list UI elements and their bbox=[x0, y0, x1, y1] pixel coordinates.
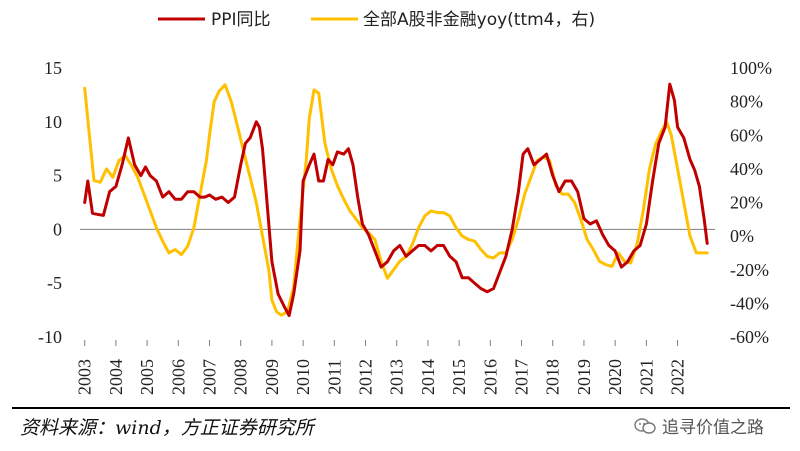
x-tick-label: 2012 bbox=[356, 359, 376, 395]
x-tick-label: 2008 bbox=[231, 359, 251, 395]
wechat-icon bbox=[634, 417, 656, 434]
y-right-tick-label: 80% bbox=[730, 92, 763, 112]
y-left-tick-label: 15 bbox=[44, 58, 62, 78]
y-left-tick-label: -5 bbox=[47, 273, 62, 293]
source-divider bbox=[12, 407, 790, 409]
plot-lines bbox=[83, 82, 709, 317]
source-note: 资料来源：wind，方正证券研究所 bbox=[20, 417, 314, 439]
y-left-tick-label: 5 bbox=[53, 166, 62, 186]
y-right-tick-label: 100% bbox=[730, 58, 772, 78]
series-line-ppi bbox=[83, 82, 709, 317]
x-tick-label: 2019 bbox=[574, 359, 594, 395]
series-line-a-share bbox=[83, 83, 709, 317]
legend: PPI同比 全部A股非金融yoy(ttm4，右) bbox=[158, 10, 595, 30]
x-tick-label: 2016 bbox=[480, 359, 500, 395]
y-right-tick-label: 20% bbox=[730, 193, 763, 213]
x-tick-label: 2018 bbox=[543, 359, 563, 395]
legend-label-ppi: PPI同比 bbox=[211, 10, 271, 30]
legend-label-a-share: 全部A股非金融yoy(ttm4，右) bbox=[363, 10, 595, 30]
x-tick-label: 2013 bbox=[387, 359, 407, 395]
axes: 15 10 5 0 -5 -10 100% 80% 60% 40% 20% 0% -20% -40% -60… bbox=[38, 58, 772, 395]
y-right-tick-label: -20% bbox=[730, 260, 769, 280]
watermark: 追寻价值之路 bbox=[634, 413, 764, 438]
x-tick-label: 2014 bbox=[418, 359, 438, 395]
y-right-tick-label: -40% bbox=[730, 293, 769, 313]
watermark-label: 追寻价值之路 bbox=[662, 418, 764, 438]
x-tick-label: 2009 bbox=[262, 359, 282, 395]
x-tick-label: 2010 bbox=[293, 359, 313, 395]
y-left-tick-label: -10 bbox=[38, 327, 62, 347]
y-left-tick-label: 0 bbox=[53, 219, 62, 239]
chart: PPI同比 全部A股非金融yoy(ttm4，右) 15 10 5 0 -5 -10 100%… bbox=[38, 10, 772, 395]
y-right-tick-label: 40% bbox=[730, 159, 763, 179]
x-tick-label: 2005 bbox=[137, 359, 157, 395]
x-tick-label: 2004 bbox=[106, 359, 126, 395]
x-tick-label: 2020 bbox=[605, 359, 625, 395]
x-tick-label: 2007 bbox=[199, 359, 219, 395]
x-tick-label: 2006 bbox=[168, 359, 188, 395]
x-tick-label: 2011 bbox=[324, 359, 344, 394]
x-tick-label: 2022 bbox=[668, 359, 688, 395]
x-tick-label: 2015 bbox=[449, 359, 469, 395]
y-right-tick-label: -60% bbox=[730, 327, 769, 347]
x-tick-label: 2017 bbox=[512, 359, 532, 395]
y-right-tick-label: 60% bbox=[730, 125, 763, 145]
x-tick-label: 2003 bbox=[75, 359, 95, 395]
x-tick-label: 2021 bbox=[636, 359, 656, 395]
y-left-tick-label: 10 bbox=[44, 112, 62, 132]
y-right-tick-label: 0% bbox=[730, 226, 754, 246]
